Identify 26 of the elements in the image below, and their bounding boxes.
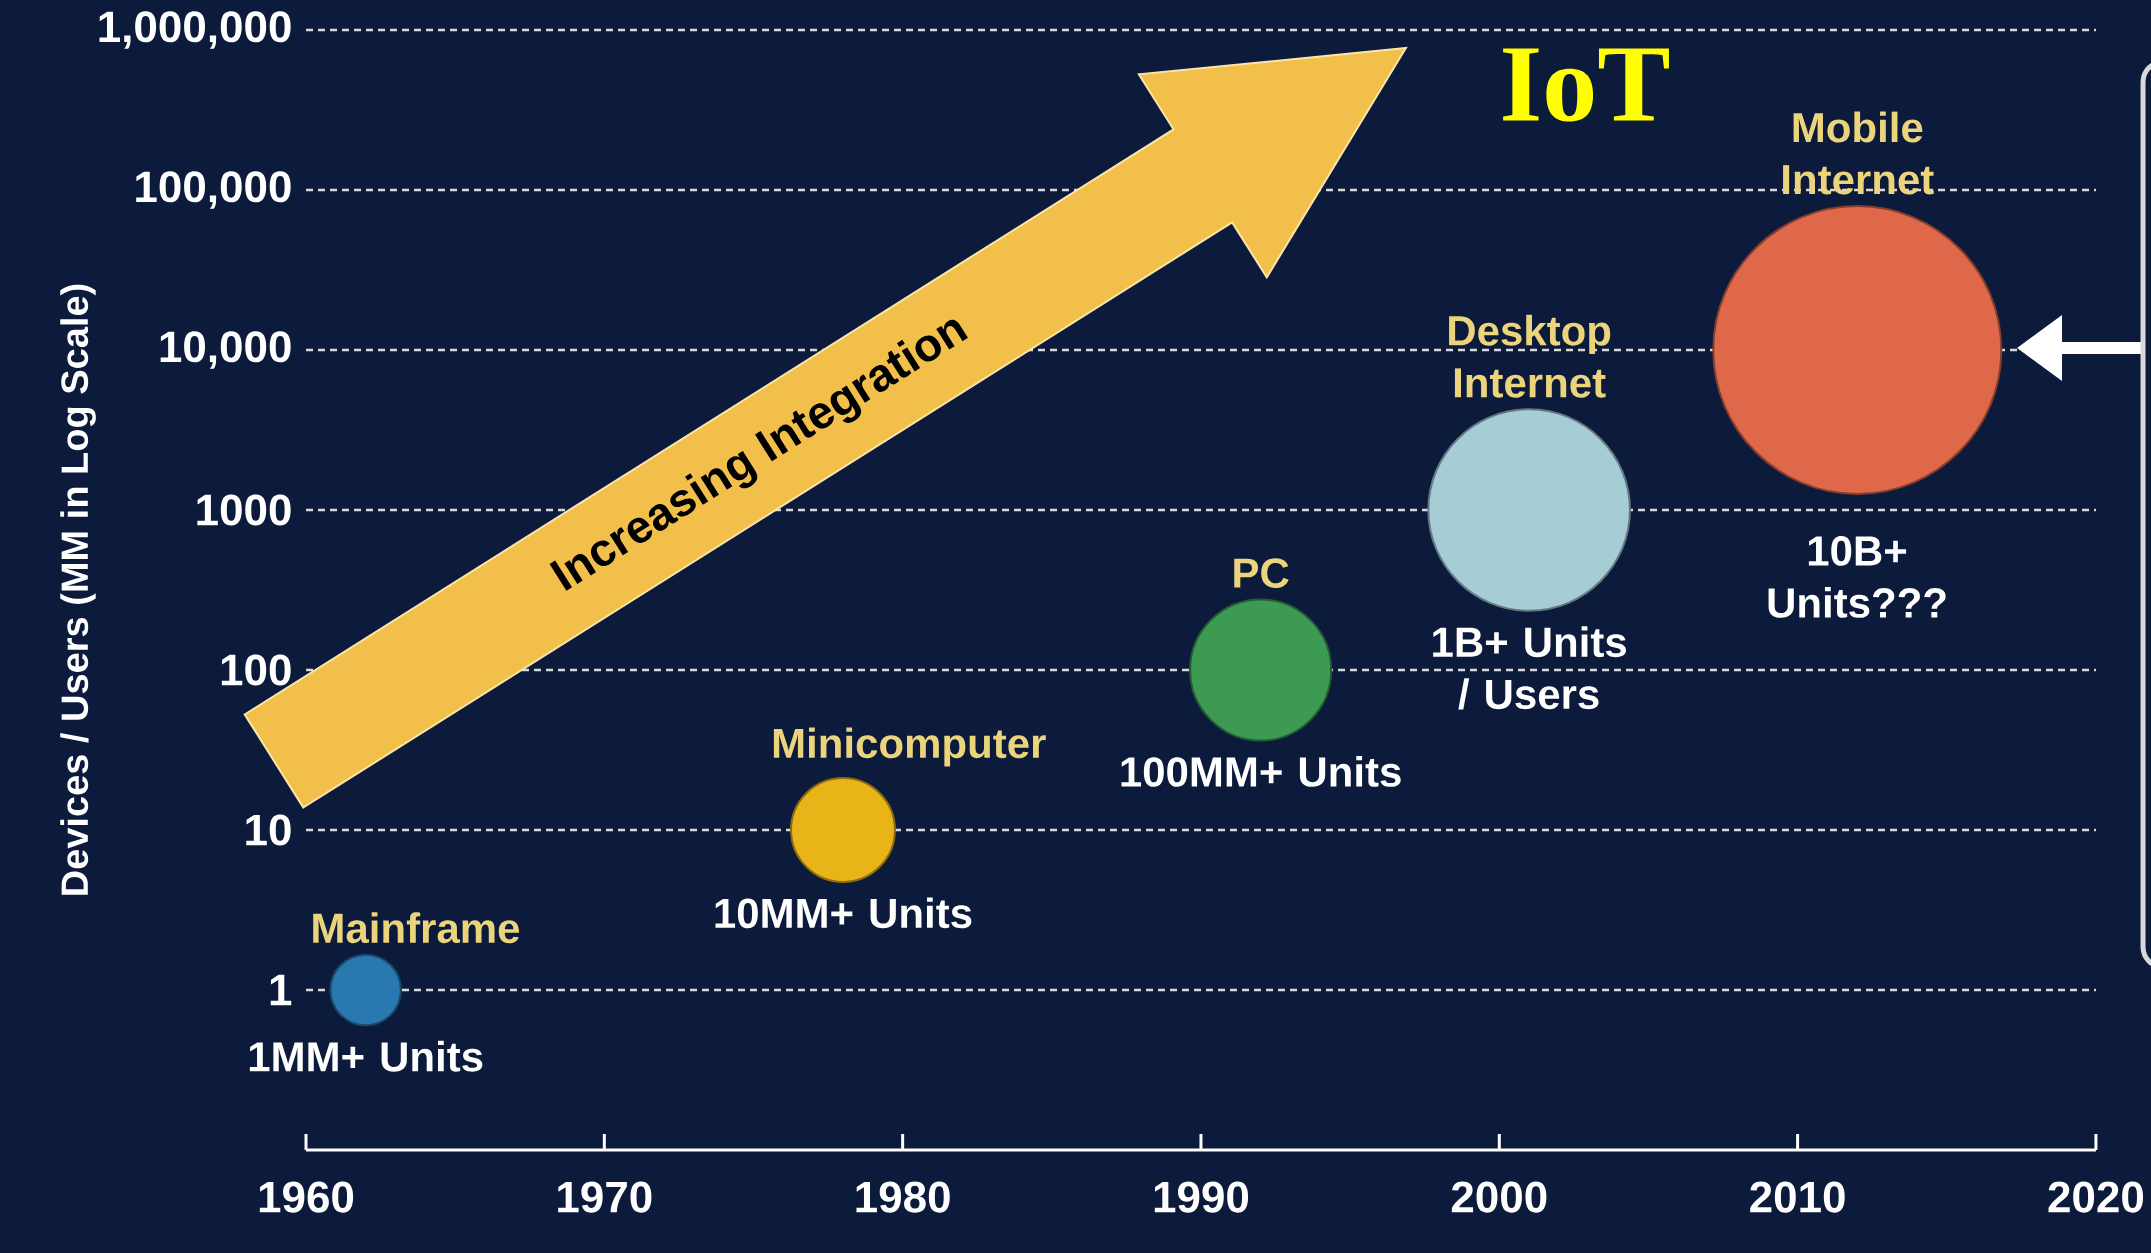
- y-tick-label: 10: [246, 814, 291, 846]
- annotation: 1B+ Units / Users: [1433, 626, 1626, 710]
- series-label: Desktop Internet: [1449, 314, 1611, 398]
- y-tick-label: 1000: [197, 494, 291, 526]
- y-tick-label: 100,000: [136, 171, 291, 209]
- y-tick-label: 10,000: [160, 331, 291, 369]
- x-tick-label: 1980: [856, 1181, 950, 1213]
- y-axis-title: Devices / Users (MM in Log Scale): [60, 284, 96, 895]
- series-label: Minicomputer: [773, 727, 1046, 767]
- y-tick-label: 100: [221, 654, 291, 686]
- annotation: 100MM+ Units: [1121, 756, 1401, 787]
- annotation: 10MM+ Units: [715, 897, 972, 929]
- x-tick-label: 1990: [1154, 1181, 1249, 1213]
- annotation: IoT: [1503, 48, 1669, 122]
- x-tick-label: 2000: [1451, 1181, 1547, 1213]
- y-tick-label: 1,000,000: [99, 11, 291, 49]
- annotation: 10B+ Units???: [1768, 536, 1946, 618]
- x-tick-label: 2020: [2048, 1181, 2144, 1213]
- series-label: Mobile Internet: [1783, 111, 1934, 195]
- x-tick-label: 2010: [1750, 1181, 1845, 1213]
- y-tick-label: 1: [270, 974, 292, 1006]
- x-tick-label: 1960: [259, 1181, 354, 1213]
- x-tick-label: 1970: [558, 1181, 652, 1213]
- series-label: Mainframe: [313, 912, 520, 944]
- annotation: 1MM+ Units: [249, 1040, 483, 1072]
- series-label: PC: [1234, 558, 1289, 588]
